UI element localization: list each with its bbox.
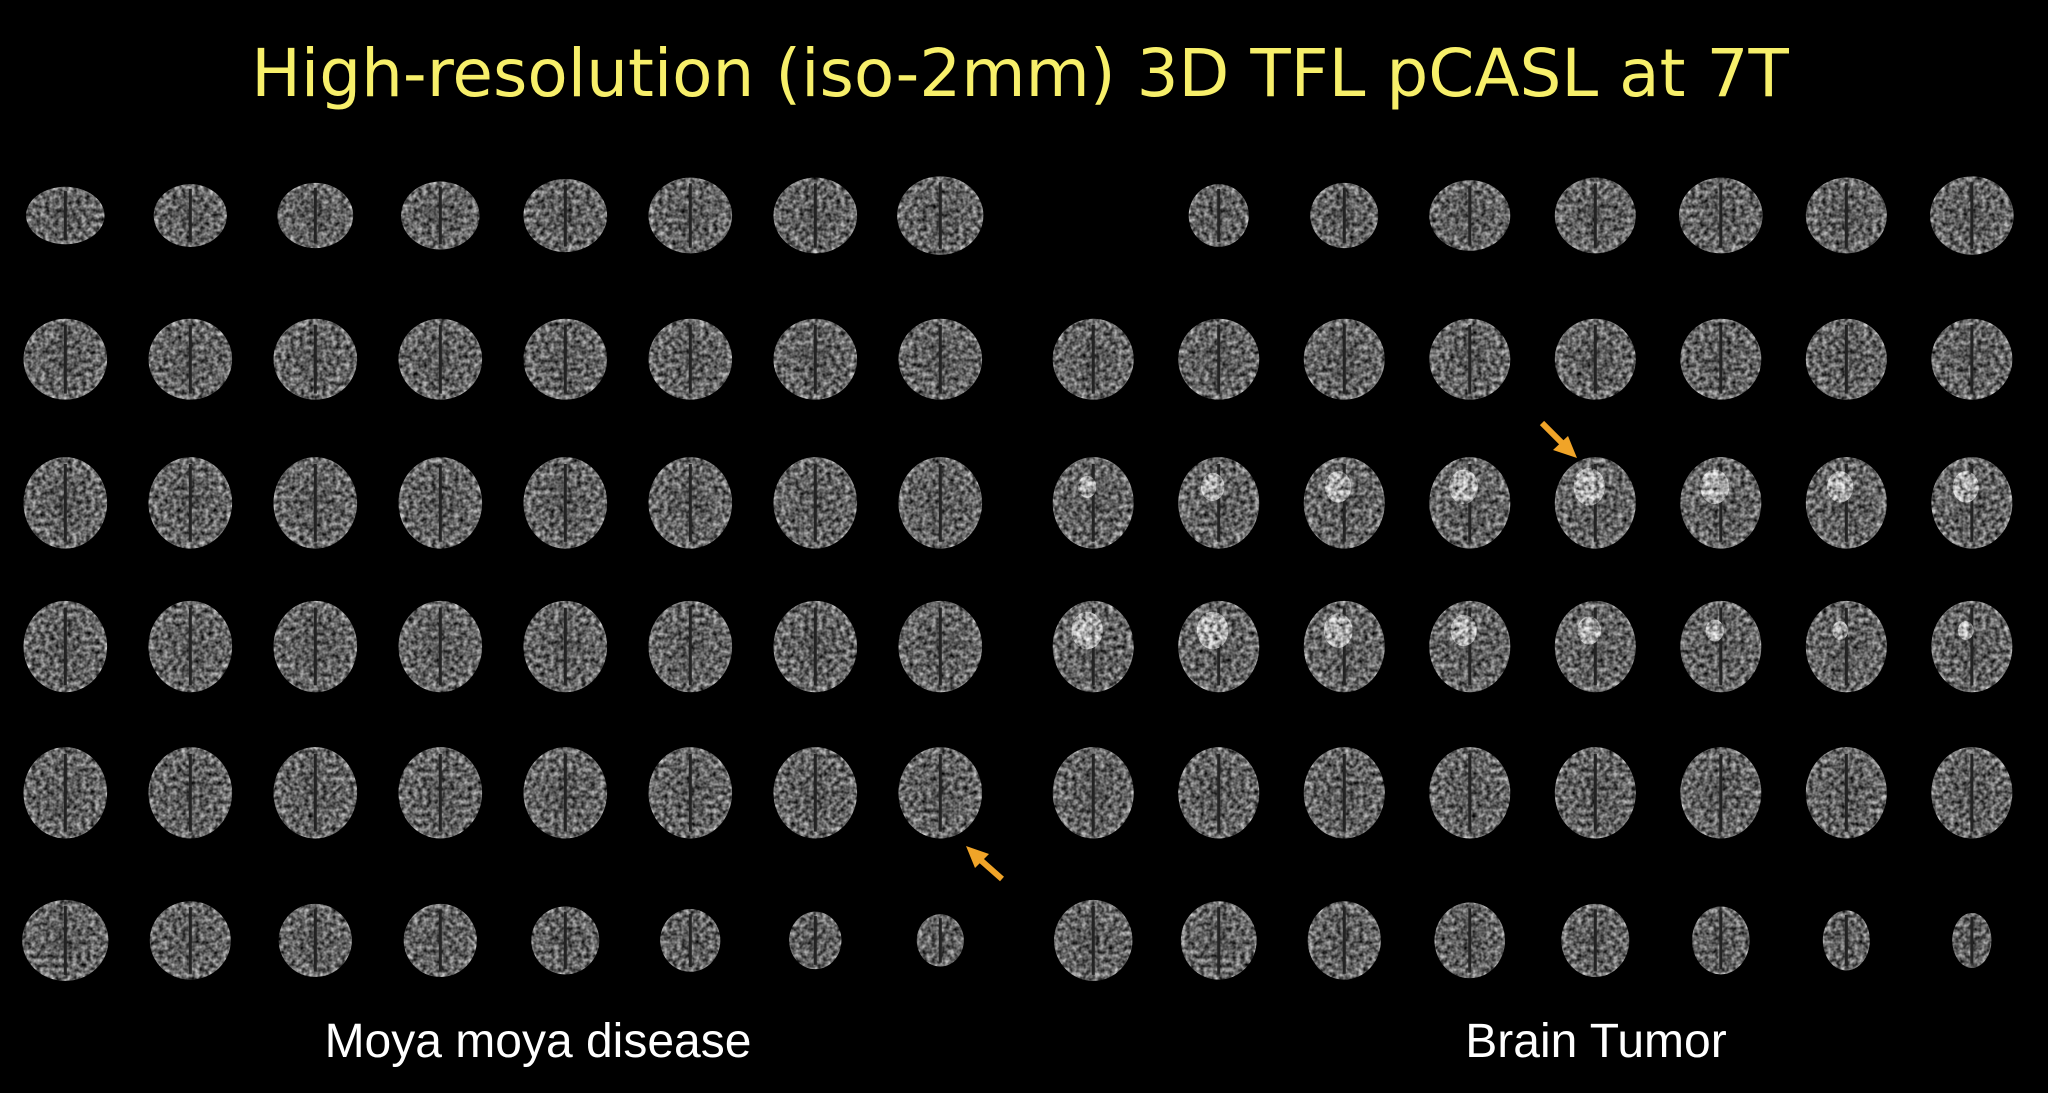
brain-slice: [1573, 468, 1605, 506]
brain-slice: [1827, 471, 1854, 503]
slide-title: High-resolution (iso-2mm) 3D TFL pCASL a…: [251, 35, 1789, 112]
slice-montage: [22, 176, 2014, 981]
brain-slice: [1832, 621, 1849, 640]
brain-slice: [1952, 471, 1979, 503]
brain-slice: [1078, 475, 1097, 498]
brain-slice: [1200, 472, 1225, 501]
brain-slice: [1700, 469, 1730, 505]
brain-slice: [1705, 619, 1724, 642]
arrow: [1539, 420, 1577, 458]
brain-slice: [1577, 616, 1601, 645]
brain-slice: [1449, 469, 1479, 505]
brain-slice: [1325, 471, 1352, 503]
brain-slice: [1957, 621, 1974, 640]
panel-caption: Moya moya disease: [325, 1015, 752, 1068]
brain-slice: [1323, 613, 1353, 648]
panel-caption: Brain Tumor: [1465, 1015, 1726, 1068]
arrow: [966, 846, 1004, 882]
brain-slice: [1071, 611, 1103, 650]
brain-slice: [1196, 611, 1229, 650]
brain-slice: [1450, 614, 1477, 647]
